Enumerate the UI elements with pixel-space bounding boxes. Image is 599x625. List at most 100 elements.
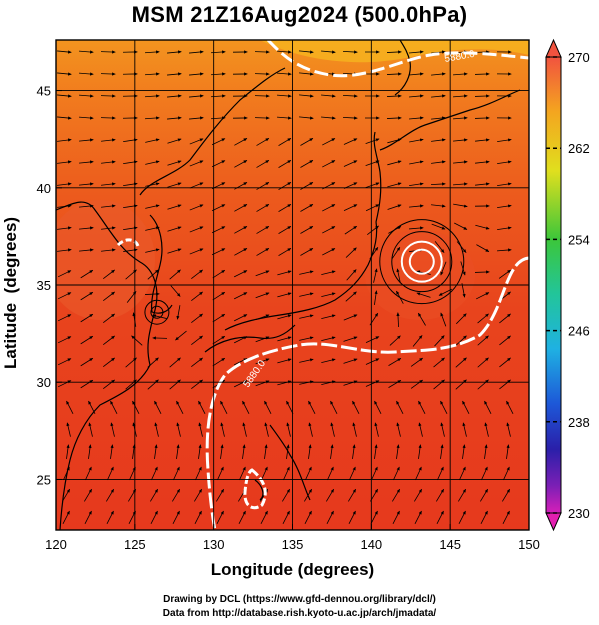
wind-arrow: [80, 357, 94, 367]
wind-arrow: [455, 357, 467, 368]
wind-arrow: [57, 116, 72, 120]
wind-arrow: [497, 160, 512, 164]
wind-arrow: [365, 160, 380, 167]
wind-arrow: [145, 138, 160, 143]
wind-arrow: [386, 116, 402, 120]
wind-arrow: [167, 226, 182, 232]
wind-arrow: [330, 400, 338, 414]
wind-arrow: [256, 225, 270, 234]
wind-arrow: [386, 94, 402, 98]
wind-arrow: [189, 94, 204, 98]
wind-arrow: [242, 444, 246, 459]
wind-arrow: [233, 358, 248, 366]
colorbar-tick-label: 238: [568, 415, 590, 430]
y-tick-label: 25: [37, 472, 51, 487]
wind-arrow: [107, 466, 114, 481]
coastlines: [56, 40, 521, 530]
wind-arrow: [154, 444, 158, 459]
wind-arrow: [430, 182, 446, 186]
wind-arrow: [132, 400, 140, 414]
wind-arrow: [167, 94, 182, 98]
coastline-segment-6: [379, 89, 521, 151]
wind-arrow: [278, 247, 292, 256]
wind-arrow: [304, 510, 312, 524]
wind-arrow: [176, 444, 180, 459]
wind-arrow: [344, 225, 358, 235]
wind-arrow: [80, 335, 94, 345]
wind-arrow: [167, 138, 182, 144]
wind-arrow: [321, 50, 336, 54]
wind-arrow: [458, 488, 467, 502]
wind-arrow: [220, 400, 228, 414]
wind-arrow: [211, 226, 226, 234]
wind-arrow: [453, 94, 468, 98]
y-tick-label: 45: [37, 84, 51, 99]
coastline-segment-2: [139, 67, 286, 196]
wind-arrow: [396, 312, 400, 328]
wind-arrow: [299, 336, 314, 341]
wind-arrow: [299, 314, 314, 319]
x-tick-label: 135: [282, 537, 304, 552]
wind-arrow: [477, 357, 489, 368]
wind-arrow: [233, 314, 248, 322]
wind-arrow: [365, 358, 380, 365]
wind-arrow: [374, 400, 382, 414]
coastline-segment-3: [224, 221, 378, 331]
wind-arrow: [477, 313, 489, 324]
wind-arrow: [300, 182, 314, 190]
wind-arrow: [132, 444, 136, 459]
x-tick-label: 145: [439, 537, 461, 552]
wind-arrow: [440, 444, 444, 459]
y-axis-label-container: Latitude (degrees): [1, 217, 23, 369]
wind-arrow: [477, 335, 489, 346]
wind-arrow: [103, 291, 115, 301]
wind-arrow: [80, 291, 94, 301]
wind-arrow: [440, 261, 447, 276]
wind-arrow: [453, 160, 468, 164]
wind-arrow: [264, 400, 272, 414]
wind-arrow: [365, 138, 380, 145]
wind-arrow: [431, 94, 446, 98]
wind-arrow: [282, 488, 291, 502]
wind-arrow: [346, 269, 357, 281]
coastline-segment-9: [254, 479, 264, 501]
wind-arrow: [299, 358, 314, 363]
wind-arrow: [326, 510, 334, 524]
wind-arrow: [374, 290, 378, 305]
wind-arrow: [455, 379, 467, 390]
wind-arrow: [211, 160, 226, 168]
wind-arrow: [343, 380, 358, 386]
wind-arrow: [145, 248, 160, 253]
wind-arrow: [277, 358, 292, 364]
wind-arrow: [409, 50, 424, 54]
wind-arrow: [453, 116, 468, 120]
wind-arrow: [440, 400, 448, 414]
wind-arrow: [254, 94, 270, 98]
wind-arrow: [462, 422, 467, 437]
wind-arrow: [389, 335, 401, 346]
wind-arrow: [396, 268, 401, 283]
wind-arrow: [348, 510, 356, 524]
wind-arrow: [80, 269, 94, 279]
wind-arrow: [431, 50, 446, 54]
wind-arrow: [150, 488, 159, 502]
wind-arrow: [277, 116, 292, 120]
coastline-segment-8: [269, 424, 311, 501]
wind-arrow: [57, 270, 72, 278]
wind-arrow: [277, 314, 292, 320]
wind-arrow: [88, 422, 93, 437]
wind-arrow: [345, 247, 357, 258]
wind-arrow: [455, 335, 467, 346]
wind-arrow: [409, 138, 424, 143]
wind-arrow: [57, 50, 72, 54]
wind-arrow: [103, 313, 115, 323]
wind-arrow: [409, 204, 424, 208]
wind-arrow: [387, 204, 402, 210]
wind-arrow: [409, 226, 424, 230]
wind-arrow: [308, 444, 312, 459]
wind-arrow: [256, 137, 270, 146]
wind-arrow: [84, 488, 93, 502]
wind-arrow: [418, 422, 423, 437]
wind-arrow: [299, 94, 314, 98]
wind-arrow: [391, 246, 401, 260]
